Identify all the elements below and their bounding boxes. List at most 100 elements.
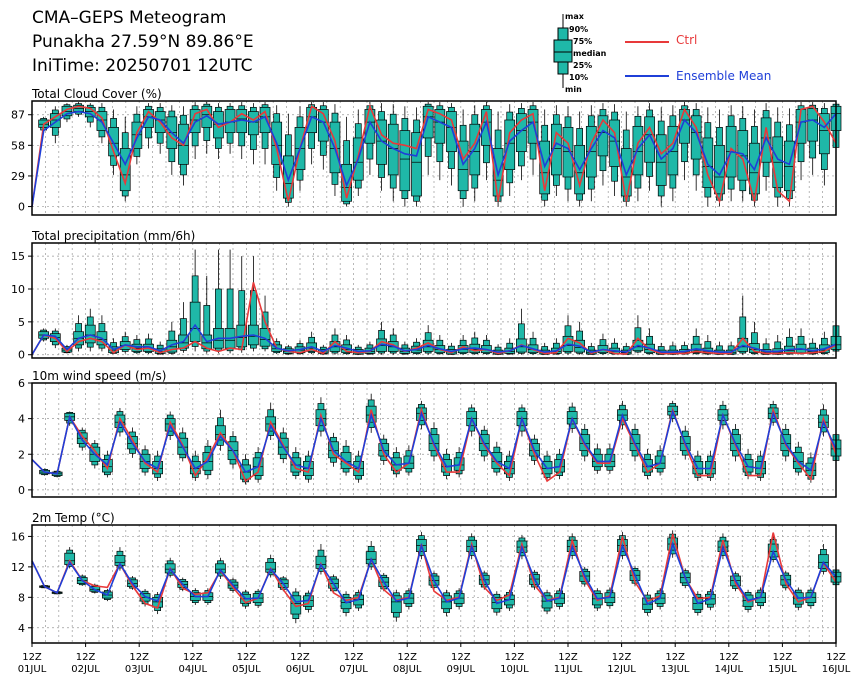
box-inner (411, 132, 422, 197)
box-outer (180, 318, 187, 351)
box-legend-icon (553, 14, 573, 88)
x-tick-date-label: 03JUL (125, 664, 154, 675)
y-tick-label: 29 (11, 170, 25, 183)
box-inner (516, 113, 527, 153)
mean-legend-line (625, 75, 669, 77)
x-tick-hour-label: 12Z (612, 652, 632, 663)
x-tick-hour-label: 12Z (397, 652, 417, 663)
box-inner (632, 125, 644, 176)
mean-legend-label: Ensemble Mean (676, 69, 772, 83)
box-inner (282, 155, 294, 199)
x-tick-hour-label: 12Z (505, 652, 525, 663)
x-tick-hour-label: 12Z (290, 652, 310, 663)
x-tick-hour-label: 12Z (451, 652, 471, 663)
x-tick-date-label: 01JUL (18, 664, 47, 675)
legend-min-label: min (565, 85, 582, 94)
ctrl-series-line (31, 103, 837, 207)
box-inner (189, 301, 201, 342)
ctrl-legend-label: Ctrl (676, 33, 698, 47)
x-tick-date-label: 10JUL (500, 664, 529, 675)
x-tick-date-label: 05JUL (232, 664, 261, 675)
box-inner (667, 125, 679, 176)
y-tick-label: 0 (18, 349, 25, 362)
box-outer (226, 288, 234, 352)
ctrl-legend-line (625, 41, 669, 43)
legend-90-label: 90% (569, 25, 589, 34)
box-inner (96, 111, 108, 131)
x-tick-date-label: 08JUL (393, 664, 422, 675)
x-tick-date-label: 07JUL (339, 664, 368, 675)
box-inner (189, 109, 201, 134)
x-tick-date-label: 09JUL (447, 664, 476, 675)
box-inner (457, 140, 469, 192)
box-inner (807, 108, 819, 142)
box-inner (64, 552, 76, 565)
box-inner (390, 595, 402, 613)
box-outer (739, 316, 747, 354)
box-inner (215, 563, 226, 574)
x-tick-date-label: 02JUL (71, 664, 100, 675)
box-outer (203, 305, 211, 352)
mean-series-line (31, 408, 837, 475)
legend-75-label: 75% (573, 37, 593, 46)
y-tick-label: 10 (11, 283, 25, 296)
y-tick-label: 5 (18, 316, 25, 329)
box-inner (597, 115, 609, 157)
box-inner (784, 140, 795, 192)
legend-10-label: 10% (569, 73, 589, 82)
panel-title: 10m wind speed (m/s) (32, 369, 166, 383)
panel-frame (31, 524, 837, 644)
x-tick-date-label: 11JUL (554, 664, 583, 675)
y-tick-label: 6 (18, 377, 25, 390)
x-tick-hour-label: 12Z (344, 652, 364, 663)
box-inner (376, 119, 387, 165)
box-inner (259, 106, 271, 134)
y-tick-label: 16 (11, 530, 25, 543)
box-outer (250, 290, 257, 349)
box-inner (550, 123, 562, 176)
x-tick-date-label: 15JUL (768, 664, 797, 675)
box-inner (61, 105, 73, 117)
box-inner (609, 119, 620, 167)
box-inner (446, 111, 457, 153)
y-tick-label: 4 (18, 622, 25, 635)
y-tick-label: 87 (11, 109, 25, 122)
mean-series-line (31, 541, 837, 606)
panel-title: Total precipitation (mm/6h) (31, 229, 195, 243)
y-tick-label: 0 (18, 484, 25, 497)
x-tick-date-label: 04JUL (179, 664, 208, 675)
x-tick-hour-label: 12Z (129, 652, 149, 663)
box-inner (166, 339, 178, 353)
location-label: Punakha 27.59°N 89.86°E (32, 32, 254, 52)
x-tick-date-label: 14JUL (715, 664, 744, 675)
box-inner (818, 113, 830, 155)
x-tick-hour-label: 12Z (773, 652, 793, 663)
box-inner (399, 130, 411, 192)
box-inner (504, 119, 516, 170)
y-tick-label: 8 (18, 591, 25, 604)
init-time-label: IniTime: 20250701 12UTC (32, 56, 253, 76)
y-tick-label: 58 (11, 139, 25, 152)
x-tick-date-label: 12JUL (607, 664, 636, 675)
legend-median-label: median (573, 49, 607, 58)
panel-frame (31, 242, 837, 359)
x-tick-hour-label: 12Z (558, 652, 578, 663)
box-inner (434, 109, 446, 144)
panel-title: 2m Temp (°C) (32, 511, 115, 525)
x-tick-hour-label: 12Z (22, 652, 42, 663)
legend-max-label: max (565, 12, 584, 21)
box-inner (248, 111, 259, 136)
chart-title: CMA–GEPS Meteogram (32, 8, 227, 28)
panel-frame (31, 382, 837, 498)
x-tick-hour-label: 12Z (665, 652, 685, 663)
x-tick-hour-label: 12Z (237, 652, 257, 663)
y-tick-label: 12 (11, 561, 25, 574)
box-outer (786, 336, 793, 355)
x-tick-hour-label: 12Z (76, 652, 96, 663)
y-tick-label: 2 (18, 448, 25, 461)
x-tick-date-label: 13JUL (661, 664, 690, 675)
y-tick-label: 0 (18, 201, 25, 214)
mean-series-line (31, 323, 837, 356)
panel-title: Total Cloud Cover (%) (31, 87, 162, 101)
